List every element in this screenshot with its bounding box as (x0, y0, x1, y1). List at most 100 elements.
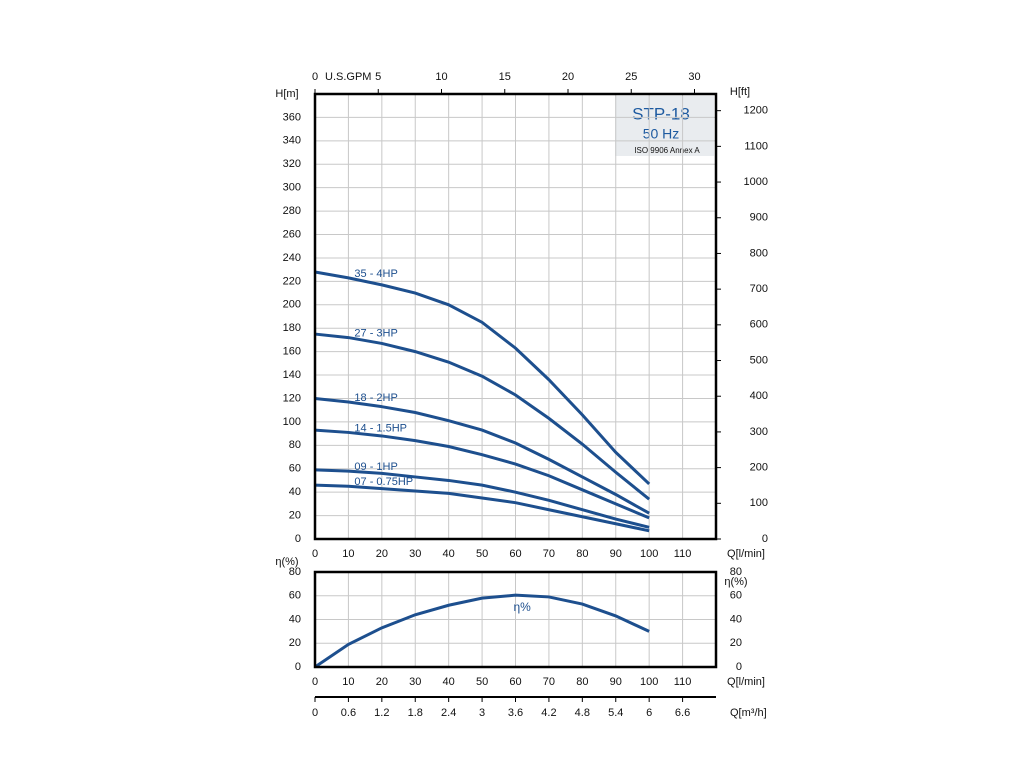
y-tick-label: 140 (283, 369, 301, 381)
x-tick-label: 10 (342, 676, 354, 688)
y-tick-label: 0 (295, 533, 301, 545)
x-tick-label: 90 (610, 676, 622, 688)
x-tick-label: 40 (443, 676, 455, 688)
y2-axis-label: η(%) (724, 576, 747, 588)
curve (314, 483, 650, 533)
x-tick-label: 50 (476, 548, 488, 560)
series-label: 18 - 2HP (354, 392, 397, 404)
y2-tick-label: 700 (750, 283, 768, 295)
x2-tick-label: 5 (375, 71, 381, 83)
y-tick-label: 180 (283, 322, 301, 334)
plot-border (313, 92, 718, 541)
x-tick-label: 40 (443, 548, 455, 560)
y-tick-label: 120 (283, 392, 301, 404)
x3-tick-label: 6.6 (675, 707, 690, 719)
x-tick-label: 30 (409, 676, 421, 688)
x2-tick-label: 25 (625, 71, 637, 83)
plot-border (313, 570, 718, 669)
chart-subtitle: 50 Hz (643, 126, 680, 142)
x-tick-label: 110 (674, 676, 692, 688)
curve (314, 468, 650, 529)
y-tick-label: 60 (289, 463, 301, 475)
series-label: 07 - 0.75HP (354, 476, 413, 488)
y2-tick-label: 1000 (744, 176, 768, 188)
y-tick-label: 60 (289, 590, 301, 602)
curve (314, 428, 650, 520)
y2-tick-label: 0 (762, 533, 768, 545)
y2-tick-label: 100 (750, 497, 768, 509)
y2-axis-label: H[ft] (730, 86, 750, 98)
x2-axis-label: U.S.GPM (325, 71, 371, 83)
curve (314, 332, 651, 501)
curve (314, 396, 650, 515)
title-box (615, 96, 714, 156)
x-tick-label: 20 (376, 676, 388, 688)
y2-tick-label: 1200 (744, 105, 768, 117)
x-tick-label: 10 (342, 548, 354, 560)
x-tick-label: 100 (640, 676, 658, 688)
y2-tick-label: 1100 (744, 140, 768, 152)
y-tick-label: 80 (289, 566, 301, 578)
y-tick-label: 40 (289, 486, 301, 498)
x-tick-label: 60 (509, 676, 521, 688)
series-label: 35 - 4HP (354, 268, 397, 280)
x3-tick-label: 5.4 (608, 707, 623, 719)
x2-tick-label: 20 (562, 71, 574, 83)
x3-tick-label: 3 (479, 707, 485, 719)
x-tick-label: 90 (610, 548, 622, 560)
y-tick-label: 220 (283, 275, 301, 287)
y2-tick-label: 0 (736, 661, 742, 673)
y-tick-label: 40 (289, 613, 301, 625)
annotation: η% (514, 600, 532, 614)
y2-tick-label: 800 (750, 247, 768, 259)
series-label: 27 - 3HP (354, 327, 397, 339)
x3-tick-label: 6 (646, 707, 652, 719)
x-axis-label: Q[l/min] (727, 676, 765, 688)
y-tick-label: 200 (283, 299, 301, 311)
x-tick-label: 60 (509, 548, 521, 560)
x3-tick-label: 3.6 (508, 707, 523, 719)
chart-title: STP-18 (632, 104, 690, 123)
series-label: 14 - 1.5HP (354, 422, 407, 434)
y-tick-label: 160 (283, 346, 301, 358)
series-label: 09 - 1HP (354, 461, 397, 473)
y-axis-label: H[m] (275, 88, 298, 100)
x3-tick-label: 0 (312, 707, 318, 719)
y2-tick-label: 200 (750, 462, 768, 474)
y-tick-label: 300 (283, 182, 301, 194)
x-tick-label: 50 (476, 676, 488, 688)
chart-note: ISO 9906 Annex A (634, 146, 700, 155)
y2-tick-label: 400 (750, 390, 768, 402)
x-tick-label: 70 (543, 548, 555, 560)
x3-tick-label: 2.4 (441, 707, 456, 719)
x3-tick-label: 1.8 (408, 707, 423, 719)
x-tick-label: 70 (543, 676, 555, 688)
y-tick-label: 0 (295, 661, 301, 673)
x2-tick-label: 0 (312, 71, 318, 83)
y-tick-label: 240 (283, 252, 301, 264)
x2-tick-label: 15 (499, 71, 511, 83)
x3-tick-label: 4.8 (575, 707, 590, 719)
y-tick-label: 320 (283, 158, 301, 170)
x3-tick-label: 0.6 (341, 707, 356, 719)
x3-axis-label: Q[m³/h] (730, 707, 767, 719)
y2-tick-label: 900 (750, 212, 768, 224)
x-tick-label: 0 (312, 548, 318, 560)
y2-tick-label: 600 (750, 319, 768, 331)
x-tick-label: 80 (576, 676, 588, 688)
y2-tick-label: 500 (750, 354, 768, 366)
x2-tick-label: 10 (435, 71, 447, 83)
y-tick-label: 80 (289, 439, 301, 451)
y-axis-label: η(%) (275, 556, 298, 568)
x2-tick-label: 30 (688, 71, 700, 83)
x-tick-label: 110 (674, 548, 692, 560)
y-tick-label: 340 (283, 135, 301, 147)
curve (314, 593, 650, 669)
y-tick-label: 360 (283, 111, 301, 123)
y-tick-label: 260 (283, 228, 301, 240)
y2-tick-label: 60 (730, 590, 742, 602)
y2-tick-label: 20 (730, 637, 742, 649)
x-tick-label: 0 (312, 676, 318, 688)
y-tick-label: 20 (289, 637, 301, 649)
